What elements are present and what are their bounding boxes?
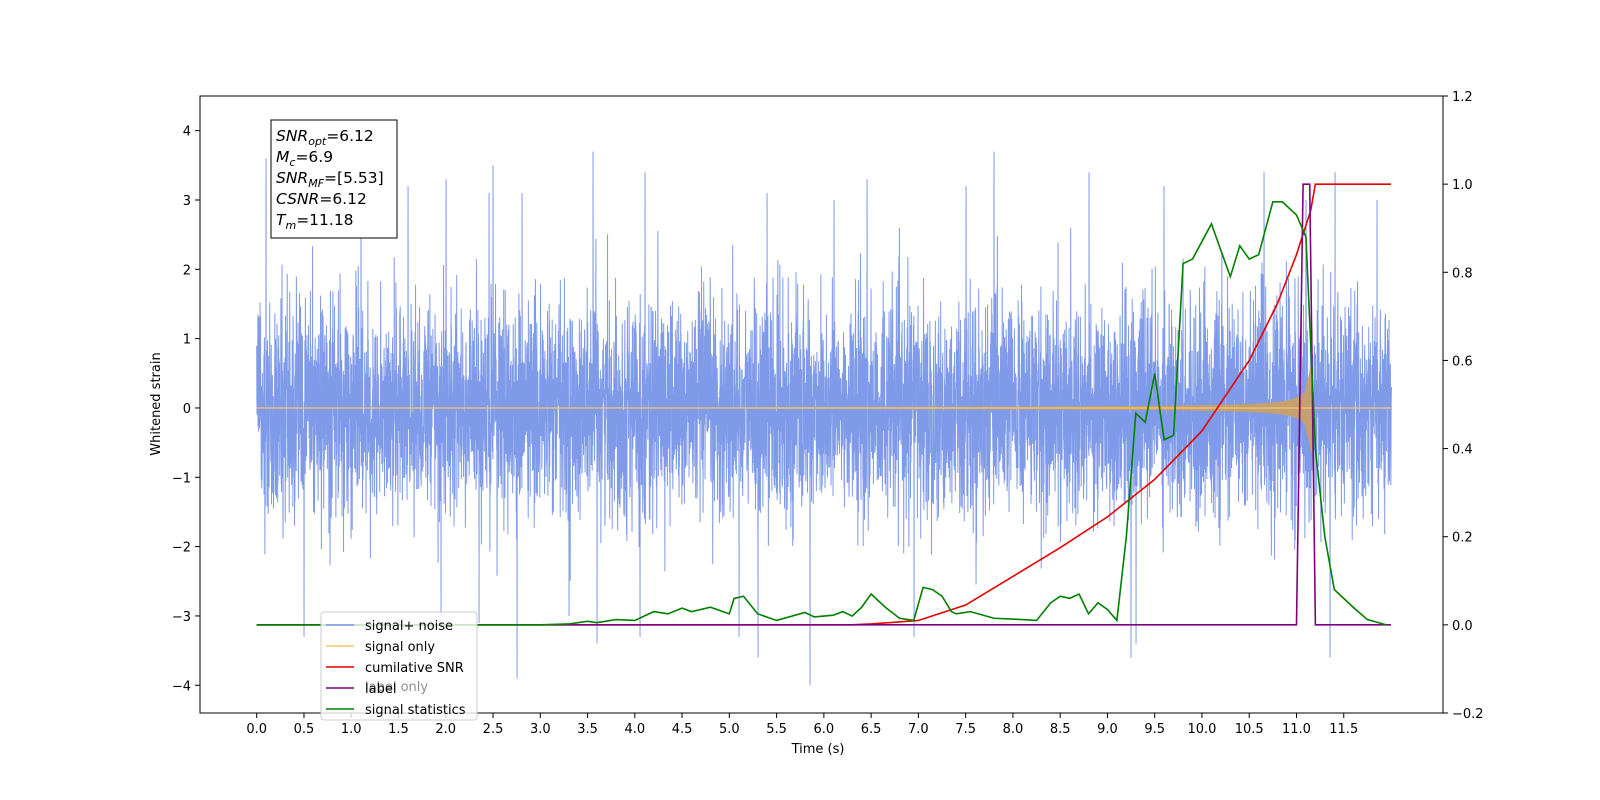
y-right-tick-label: 1.2 [1452,90,1473,105]
annotation-line: Mc=6.9 [276,148,333,169]
x-tick-label: 6.0 [814,722,835,737]
series-label [256,183,1392,626]
legend-frame [320,611,478,721]
x-tick-label: 10.5 [1235,722,1264,737]
series-signal-noise [256,151,1393,686]
x-tick-label: 8.0 [1003,722,1024,737]
x-tick-label: 1.5 [388,722,409,737]
y-axis-left-label: Whitened strain [149,352,164,455]
legend-label: signal statistics [365,703,466,718]
x-tick-label: 6.5 [861,722,882,737]
y-right-tick-label: 0.2 [1452,531,1473,546]
y-left-tick-label: −4 [172,679,191,694]
y-right-tick-label: 0.6 [1452,354,1473,369]
annotation-line: SNRMF=[5.53] [276,169,384,190]
legend-label: label [365,682,396,697]
y-right-tick-label: 0.8 [1452,266,1473,281]
y-left-tick-label: −2 [172,541,191,556]
x-tick-label: 2.5 [483,722,504,737]
x-tick-label: 1.0 [341,722,362,737]
legend-label: cumilative SNR [365,661,464,676]
x-tick-label: 8.5 [1050,722,1071,737]
x-tick-label: 5.5 [766,722,787,737]
x-tick-label: 3.0 [530,722,551,737]
x-tick-label: 9.0 [1097,722,1118,737]
y-left-tick-label: −1 [172,471,191,486]
legend-label: signal+ noise [365,619,453,634]
y-axis-left: 4 3 2 1 0 −1 −2 −3 −4 [172,125,200,694]
y-right-tick-label: −0.2 [1452,707,1484,722]
legend: label only signal+ noise signal only cumila… [320,611,478,721]
series-layer [256,151,1393,686]
y-left-tick-label: 3 [183,194,191,209]
x-tick-label: 9.5 [1144,722,1165,737]
plot-frame [199,95,1444,714]
annotation-line: SNRopt=6.12 [276,127,374,148]
x-tick-label: 4.0 [624,722,645,737]
x-tick-label: 11.0 [1282,722,1311,737]
y-left-tick-label: 4 [183,125,191,140]
annotation-line: Tm=11.18 [276,211,354,232]
y-axis-right: 1.2 1.0 0.8 0.6 0.4 0.2 0.0 −0.2 [1443,90,1484,722]
x-axis-label: Time (s) [791,742,845,757]
legend-ghost-label: label only [365,680,428,695]
x-axis: 0.0 0.5 1.0 1.5 2.0 2.5 3.0 3.5 4.0 4.5 5.0 5.5 6.0 6… [246,713,1358,737]
x-tick-label: 5.0 [719,722,740,737]
y-left-tick-label: 0 [183,402,191,417]
x-tick-label: 0.0 [246,722,267,737]
x-tick-label: 7.5 [955,722,976,737]
y-right-tick-label: 1.0 [1452,178,1473,193]
x-tick-label: 2.0 [435,722,456,737]
y-left-tick-label: 1 [183,333,191,348]
legend-label: signal only [365,640,435,655]
series-signal-statistics [256,200,1387,626]
y-right-tick-label: 0.0 [1452,619,1473,634]
y-left-tick-label: 2 [183,263,191,278]
y-right-tick-label: 0.4 [1452,443,1473,458]
x-tick-label: 7.0 [908,722,929,737]
x-tick-label: 10.0 [1187,722,1216,737]
x-tick-label: 4.5 [672,722,693,737]
annotation-line: CSNR=6.12 [276,190,367,208]
x-tick-label: 11.5 [1329,722,1358,737]
x-tick-label: 3.5 [577,722,598,737]
x-tick-label: 0.5 [294,722,315,737]
y-left-tick-label: −3 [172,610,191,625]
annotation-frame [270,119,398,239]
